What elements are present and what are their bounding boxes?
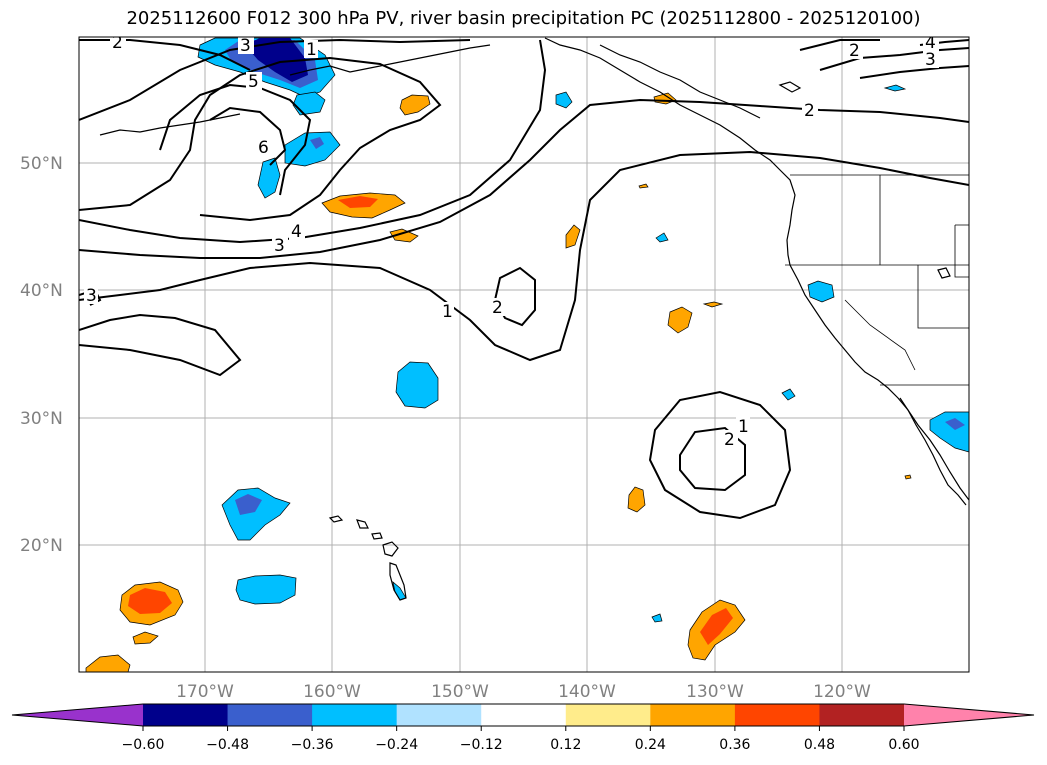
pv-label: 2 <box>492 298 503 318</box>
colorbar-swatch <box>819 704 905 726</box>
colorbar-tick-label: −0.24 <box>375 737 418 753</box>
coastlines <box>99 37 969 601</box>
pv-label: 1 <box>442 302 453 322</box>
colorbar-swatch <box>481 704 567 726</box>
pv-label: 4 <box>291 222 302 242</box>
pv-label: 3 <box>925 50 936 70</box>
lon-label-150w: 150°W <box>431 682 489 702</box>
pv-label: 6 <box>258 138 269 158</box>
colorbar-extend-high <box>904 704 1034 726</box>
colorbar-swatch <box>734 704 820 726</box>
colorbar-tick-label: 0.12 <box>550 737 581 753</box>
pv-label: 5 <box>248 72 259 92</box>
lat-label-30n: 30°N <box>20 409 63 429</box>
colorbar-tick-label: 0.36 <box>719 737 750 753</box>
pv-label: 2 <box>849 41 860 61</box>
pv-contour-labels: 2 3 1 5 6 4 3 3 1 2 2 1 2 2 <box>84 33 939 450</box>
latitude-labels: 50°N 40°N 30°N 20°N <box>20 154 63 556</box>
lon-label-130w: 130°W <box>686 682 744 702</box>
map-panel <box>79 37 969 672</box>
lon-label-170w: 170°W <box>176 682 234 702</box>
precip-negative-shading <box>197 37 969 623</box>
colorbar-tick-label: 0.24 <box>635 737 666 753</box>
pv-label: 3 <box>86 286 97 306</box>
pv-label: 3 <box>240 36 251 56</box>
lat-label-50n: 50°N <box>20 154 63 174</box>
pv-label: 2 <box>112 33 123 53</box>
lon-label-140w: 140°W <box>558 682 616 702</box>
colorbar-swatch <box>396 704 482 726</box>
lat-label-20n: 20°N <box>20 536 63 556</box>
colorbar-swatch <box>312 704 398 726</box>
lat-label-40n: 40°N <box>20 281 63 301</box>
pv-label: 1 <box>306 40 317 60</box>
map-title: 2025112600 F012 300 hPa PV, river basin … <box>126 8 921 29</box>
precip-positive-shading <box>85 92 912 672</box>
colorbar: −0.60 −0.48 −0.36 −0.24 −0.12 0.12 0.24 0.36 0.4… <box>11 703 1035 753</box>
graticule <box>79 37 969 672</box>
colorbar-tick-label: −0.36 <box>291 737 334 753</box>
pv-label: 3 <box>274 236 285 256</box>
colorbar-swatch <box>227 704 313 726</box>
colorbar-tick-label: 0.48 <box>804 737 835 753</box>
colorbar-tick-label: −0.60 <box>122 737 165 753</box>
longitude-labels: 170°W 160°W 150°W 140°W 130°W 120°W <box>176 682 871 702</box>
colorbar-swatch <box>650 704 736 726</box>
borders <box>785 174 969 386</box>
colorbar-tick-label: −0.12 <box>460 737 503 753</box>
pv-label: 2 <box>724 430 735 450</box>
pv-label: 4 <box>925 33 936 53</box>
colorbar-swatch <box>143 704 229 726</box>
lon-label-120w: 120°W <box>813 682 871 702</box>
pv-label: 1 <box>738 417 749 437</box>
colorbar-swatch <box>565 704 651 726</box>
lon-label-160w: 160°W <box>303 682 361 702</box>
colorbar-tick-label: 0.60 <box>888 737 919 753</box>
pv-label: 2 <box>804 101 815 121</box>
map-frame <box>78 36 970 673</box>
colorbar-tick-label: −0.48 <box>206 737 249 753</box>
colorbar-extend-low <box>12 704 143 726</box>
pv-contours <box>79 38 969 520</box>
